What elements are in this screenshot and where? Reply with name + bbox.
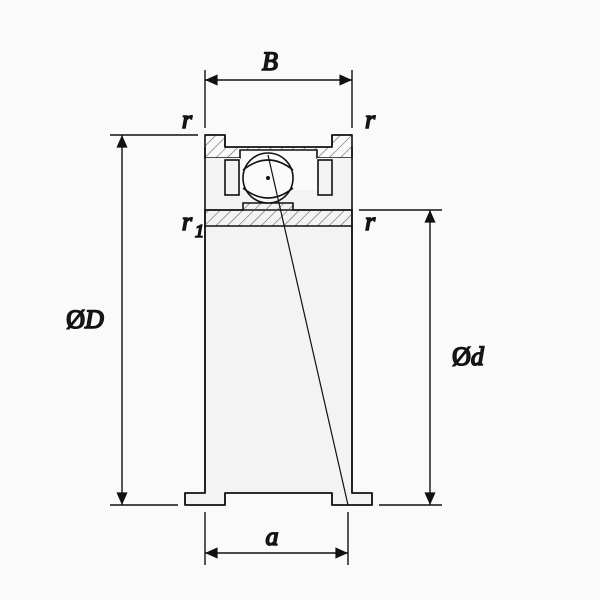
label-B: B: [262, 47, 278, 76]
label-r-top-right: r: [365, 105, 376, 134]
svg-text:ØD: ØD: [66, 305, 104, 334]
svg-text:r: r: [182, 207, 193, 236]
dimension-D: [110, 135, 198, 505]
label-d: Ød: [452, 342, 485, 371]
bearing-cross-section-diagram: B r r r r 1 ØD Ød: [0, 0, 600, 600]
label-D: ØD: [66, 305, 104, 334]
label-r1: r 1: [182, 207, 204, 241]
label-r-top-left: r: [182, 105, 193, 134]
dimension-d: [359, 210, 442, 505]
svg-text:Ød: Ød: [452, 342, 485, 371]
inner-ring-section: [185, 210, 372, 505]
svg-text:1: 1: [195, 221, 204, 241]
label-r-right: r: [365, 207, 376, 236]
dimension-B: [205, 70, 352, 128]
label-a: a: [266, 522, 279, 551]
cage-left: [225, 160, 239, 195]
cage-right: [318, 160, 332, 195]
